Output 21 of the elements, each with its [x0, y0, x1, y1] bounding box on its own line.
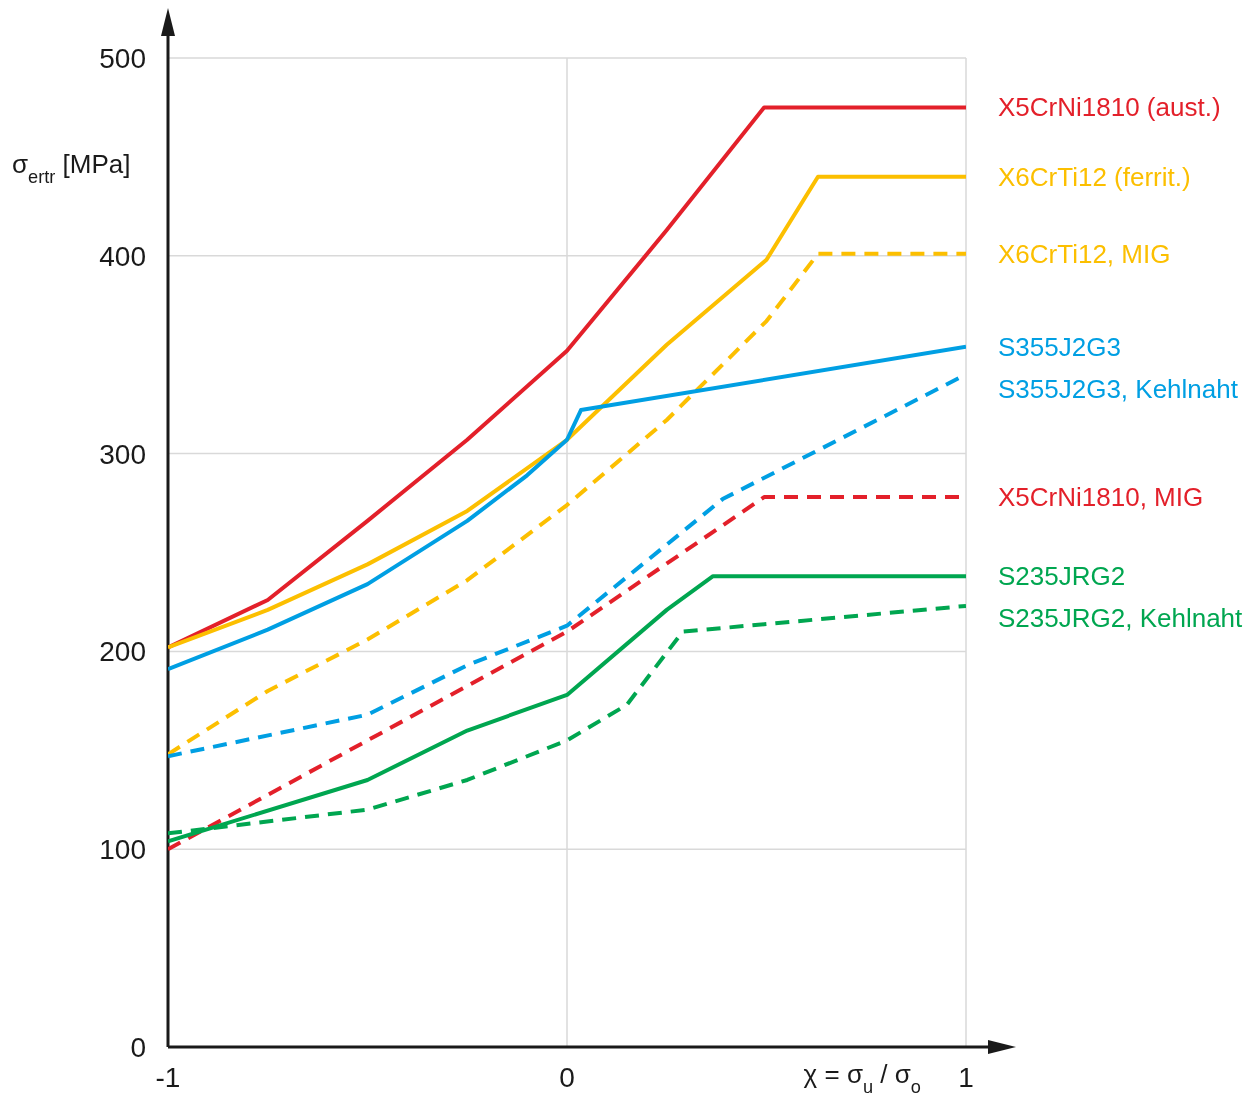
y-tick-label: 100 — [99, 834, 146, 866]
y-axis-title: σ$_{ertr}$ [MPa] — [12, 149, 131, 187]
series-label: X5CrNi1810 (aust.) — [998, 92, 1221, 123]
series-label: X5CrNi1810, MIG — [998, 482, 1204, 513]
y-tick-label: 0 — [130, 1031, 146, 1063]
y-tick-label: 400 — [99, 240, 146, 272]
series-label: S355J2G3, Kehlnaht — [998, 373, 1239, 404]
line-series — [168, 251, 966, 757]
series-label: X6CrTi12, MIG — [998, 238, 1171, 269]
x-tick-label: -1 — [155, 1061, 181, 1093]
y-tick-label: 300 — [99, 438, 146, 470]
series-label: S235JRG2, Kehlnaht — [998, 603, 1244, 634]
line-series — [168, 344, 966, 672]
x-tick-label: 1 — [958, 1061, 974, 1093]
x-tick-label: 0 — [559, 1061, 575, 1093]
series-label: S355J2G3 — [998, 331, 1121, 362]
x-axis-title: χ = σ$_{u}$ / σ$_{o}$ — [803, 1059, 921, 1097]
series-label: S235JRG2 — [998, 561, 1126, 592]
y-tick-label: 200 — [99, 636, 146, 668]
series-label: X6CrTi12 (ferrit.) — [998, 161, 1191, 192]
y-tick-label: 500 — [99, 42, 146, 74]
